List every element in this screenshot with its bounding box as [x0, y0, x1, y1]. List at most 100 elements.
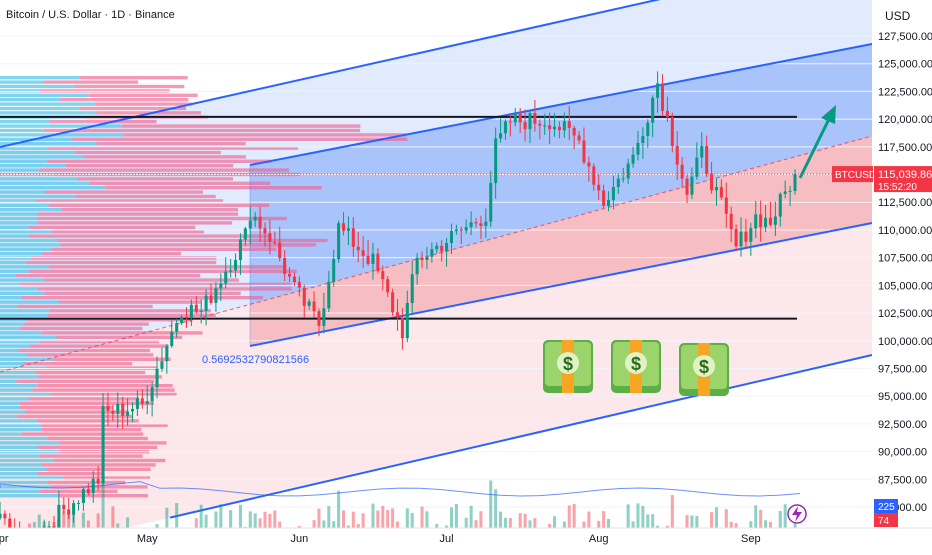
candle[interactable] — [410, 260, 414, 315]
candle[interactable] — [719, 179, 723, 201]
candle[interactable] — [361, 236, 365, 268]
candle[interactable] — [660, 74, 665, 116]
candle[interactable] — [499, 118, 503, 143]
candle[interactable] — [494, 127, 498, 199]
candle[interactable] — [543, 113, 547, 135]
candle[interactable] — [513, 108, 517, 127]
candle[interactable] — [729, 206, 733, 243]
candle[interactable] — [518, 107, 522, 134]
candle[interactable] — [783, 180, 787, 199]
candle[interactable] — [62, 497, 66, 515]
candle[interactable] — [474, 218, 478, 228]
candle[interactable] — [214, 282, 218, 312]
candle[interactable] — [557, 121, 561, 139]
candle[interactable] — [665, 96, 669, 122]
candle[interactable] — [155, 356, 159, 399]
candle[interactable] — [145, 385, 149, 415]
candle[interactable] — [705, 135, 709, 178]
candle[interactable] — [219, 273, 223, 302]
candle[interactable] — [0, 501, 2, 521]
candle[interactable] — [459, 226, 463, 245]
candle[interactable] — [278, 226, 282, 262]
candle[interactable] — [739, 217, 743, 257]
candle[interactable] — [101, 393, 105, 487]
candle[interactable] — [366, 240, 370, 266]
candle[interactable] — [641, 127, 645, 159]
candle[interactable] — [175, 318, 179, 338]
candle[interactable] — [283, 250, 287, 282]
candle[interactable] — [86, 482, 90, 496]
candle[interactable] — [631, 146, 635, 168]
candle[interactable] — [597, 174, 601, 200]
candle[interactable] — [160, 347, 164, 372]
candle[interactable] — [592, 163, 596, 191]
candle[interactable] — [508, 114, 512, 137]
candle[interactable] — [685, 174, 689, 204]
candle[interactable] — [135, 390, 139, 417]
candle[interactable] — [111, 404, 115, 422]
candle[interactable] — [273, 231, 277, 245]
candle[interactable] — [430, 242, 434, 263]
candle[interactable] — [567, 105, 571, 141]
candle[interactable] — [690, 167, 694, 200]
candle[interactable] — [371, 242, 375, 280]
candle[interactable] — [307, 298, 311, 310]
candle[interactable] — [553, 113, 557, 137]
candle[interactable] — [165, 344, 169, 374]
candle[interactable] — [435, 242, 439, 254]
candle[interactable] — [695, 142, 699, 180]
candle[interactable] — [440, 240, 444, 262]
candle[interactable] — [150, 382, 154, 417]
candles[interactable] — [0, 71, 797, 555]
candle[interactable] — [106, 392, 110, 426]
candle[interactable] — [170, 320, 174, 348]
candle[interactable] — [538, 119, 542, 140]
candle[interactable] — [391, 288, 395, 316]
candle[interactable] — [180, 315, 184, 326]
candle[interactable] — [381, 265, 385, 291]
candle[interactable] — [449, 223, 454, 255]
candle[interactable] — [91, 470, 95, 503]
candle[interactable] — [327, 270, 331, 313]
candle[interactable] — [337, 220, 341, 263]
candle[interactable] — [616, 173, 620, 195]
candle[interactable] — [184, 307, 189, 328]
candle[interactable] — [425, 247, 429, 270]
candle[interactable] — [464, 219, 468, 234]
candle[interactable] — [764, 205, 768, 233]
candle[interactable] — [445, 237, 449, 267]
candle[interactable] — [116, 392, 120, 428]
candle[interactable] — [346, 216, 350, 246]
candle[interactable] — [258, 207, 262, 242]
candle[interactable] — [602, 184, 606, 209]
candle[interactable] — [376, 248, 380, 274]
candle[interactable] — [356, 232, 360, 263]
candle[interactable] — [503, 119, 507, 140]
candle[interactable] — [322, 292, 326, 334]
channel-outer-lower-line[interactable] — [169, 354, 873, 519]
candle[interactable] — [253, 212, 257, 228]
candle[interactable] — [768, 201, 772, 227]
candle[interactable] — [788, 185, 792, 207]
candle[interactable] — [606, 191, 611, 212]
channel-mid-line[interactable] — [0, 135, 873, 373]
candle[interactable] — [778, 192, 782, 227]
candle[interactable] — [312, 291, 316, 318]
candle[interactable] — [621, 167, 625, 183]
candle[interactable] — [3, 510, 7, 525]
candle[interactable] — [710, 161, 714, 194]
candle[interactable] — [81, 487, 85, 512]
candle[interactable] — [386, 276, 390, 298]
candle[interactable] — [562, 112, 566, 138]
candle[interactable] — [263, 222, 267, 247]
candle[interactable] — [189, 299, 193, 326]
candle[interactable] — [636, 130, 640, 161]
candle[interactable] — [670, 112, 674, 153]
candle[interactable] — [72, 500, 76, 523]
candle[interactable] — [268, 219, 272, 255]
candle[interactable] — [533, 99, 537, 132]
